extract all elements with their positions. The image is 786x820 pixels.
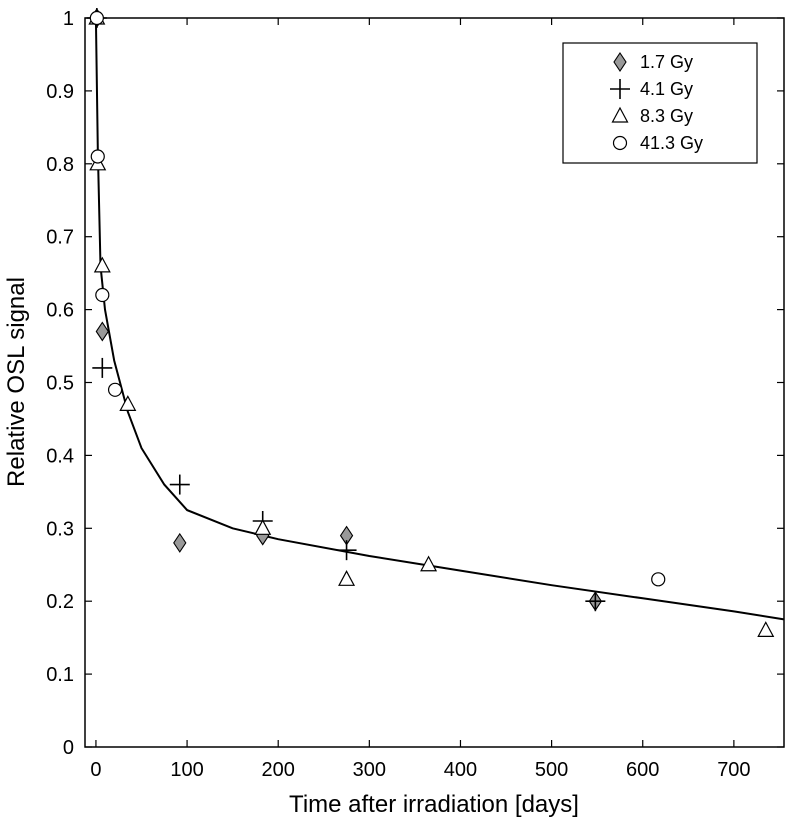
data-point bbox=[254, 519, 272, 535]
y-tick-label: 0.8 bbox=[46, 154, 74, 176]
y-tick-label: 0.4 bbox=[46, 445, 74, 467]
x-axis-title: Time after irradiation [days] bbox=[289, 791, 579, 818]
y-tick-label: 0.1 bbox=[46, 664, 74, 686]
legend-marker bbox=[611, 106, 629, 123]
y-tick-label: 0.6 bbox=[46, 300, 74, 322]
x-tick-label: 600 bbox=[626, 759, 659, 781]
axis-ticks: 0 100 200 300 400 500 600 700 0 0.1 0.2 0.3 0.4 0.5 0.… bbox=[46, 8, 784, 781]
data-point bbox=[336, 540, 357, 561]
data-point bbox=[585, 591, 606, 612]
x-tick-label: 400 bbox=[444, 759, 477, 781]
data-point bbox=[107, 382, 123, 397]
data-markers bbox=[86, 8, 775, 637]
y-tick-label: 0 bbox=[63, 737, 74, 759]
data-point bbox=[93, 256, 111, 273]
data-point bbox=[173, 532, 187, 553]
legend-label: 1.7 Gy bbox=[640, 52, 693, 72]
legend-marker bbox=[613, 52, 627, 72]
y-tick-label: 0.3 bbox=[46, 518, 74, 540]
y-axis-title: Relative OSL signal bbox=[3, 277, 30, 487]
y-tick-label: 0.5 bbox=[46, 373, 74, 395]
data-point bbox=[757, 621, 775, 637]
data-point bbox=[92, 357, 113, 378]
data-point bbox=[651, 572, 666, 587]
legend-items: 1.7 Gy 4.1 Gy 8.3 Gy 41.3 Gy bbox=[610, 52, 703, 153]
x-tick-label: 500 bbox=[535, 759, 568, 781]
y-tick-label: 1 bbox=[63, 8, 74, 30]
x-tick-label: 0 bbox=[90, 759, 101, 781]
legend-box bbox=[562, 42, 758, 164]
x-tick-label: 200 bbox=[262, 759, 295, 781]
y-tick-label: 0.2 bbox=[46, 591, 74, 613]
data-point bbox=[338, 570, 356, 586]
legend-marker bbox=[610, 79, 630, 99]
y-tick-label: 0.9 bbox=[46, 81, 74, 103]
legend-label: 8.3 Gy bbox=[640, 106, 693, 126]
data-point bbox=[95, 321, 109, 342]
data-point bbox=[90, 149, 105, 164]
y-tick-label: 0.7 bbox=[46, 227, 74, 249]
data-point bbox=[89, 10, 104, 26]
data-point bbox=[95, 287, 110, 303]
data-point bbox=[169, 474, 190, 495]
legend: 1.7 Gy 4.1 Gy 8.3 Gy 41.3 Gy bbox=[562, 42, 758, 164]
legend-label: 4.1 Gy bbox=[640, 79, 693, 99]
x-tick-label: 700 bbox=[717, 759, 750, 781]
legend-marker bbox=[612, 135, 628, 151]
x-tick-label: 100 bbox=[170, 759, 203, 781]
data-point bbox=[119, 395, 137, 411]
x-tick-label: 300 bbox=[353, 759, 386, 781]
legend-label: 41.3 Gy bbox=[640, 133, 703, 153]
data-point bbox=[420, 555, 438, 572]
